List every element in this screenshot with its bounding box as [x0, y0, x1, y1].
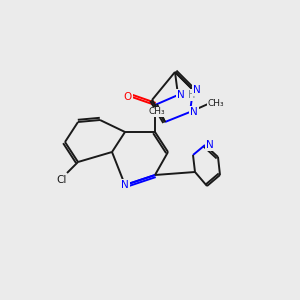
Text: N: N	[177, 90, 185, 100]
Text: H: H	[188, 90, 196, 100]
Text: N: N	[190, 107, 198, 117]
Text: N: N	[193, 85, 201, 95]
Text: Cl: Cl	[57, 175, 67, 185]
Text: CH₃: CH₃	[149, 107, 165, 116]
Text: O: O	[124, 92, 132, 102]
Text: CH₃: CH₃	[208, 100, 224, 109]
Text: N: N	[121, 180, 129, 190]
Text: N: N	[206, 140, 214, 150]
